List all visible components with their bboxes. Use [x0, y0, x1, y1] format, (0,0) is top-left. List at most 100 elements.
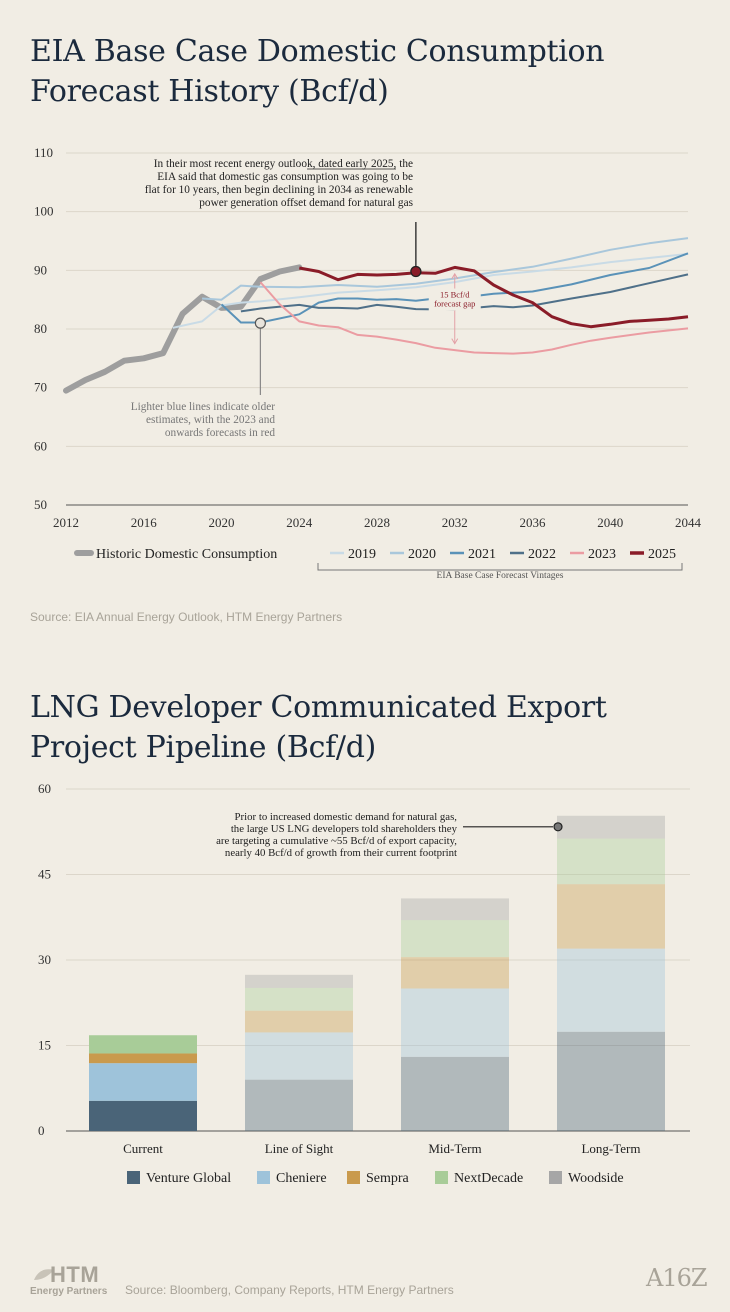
annotation-top-line: EIA said that domestic gas consumption w…: [157, 171, 413, 183]
x-tick-label: Current: [123, 1141, 163, 1156]
series-line-2021: [220, 252, 689, 324]
bar-segment: [401, 920, 509, 958]
legend-label: Cheniere: [276, 1171, 327, 1186]
x-tick-label: 2036: [520, 515, 547, 530]
bar-segment: [557, 838, 665, 885]
annotation-top-line: power generation offset demand for natur…: [199, 197, 413, 209]
series-line-2019: [172, 252, 689, 329]
x-tick-label: 2016: [131, 515, 158, 530]
y-tick-label: 110: [34, 145, 53, 160]
bar-segment: [245, 1010, 353, 1033]
series-line-2022: [240, 273, 689, 313]
x-tick-label: 2040: [597, 515, 623, 530]
legend-label-2021: 2021: [468, 547, 496, 562]
bar-segment: [89, 1063, 197, 1101]
bar-segment: [401, 988, 509, 1057]
y-tick-label: 60: [34, 438, 47, 453]
x-tick-label: Line of Sight: [265, 1141, 334, 1156]
legend-swatch: [435, 1171, 448, 1184]
annotation-line: are targeting a cumulative ~55 Bcf/d of …: [216, 835, 457, 847]
bar-segment: [89, 1100, 197, 1131]
bar-segment: [89, 1053, 197, 1064]
y-tick-label: 0: [38, 1123, 45, 1138]
legend-swatch: [549, 1171, 562, 1184]
htm-logo-subtext: Energy Partners: [30, 1286, 108, 1297]
y-tick-label: 45: [38, 867, 51, 882]
legend-label: Sempra: [366, 1171, 410, 1186]
annotation-line: nearly 40 Bcf/d of growth from their cur…: [225, 847, 457, 859]
x-tick-label: 2012: [53, 515, 79, 530]
gap-arrowhead-up: [451, 272, 459, 280]
bar-segment: [557, 884, 665, 949]
x-tick-label: 2044: [675, 515, 702, 530]
chart1-title: EIA Base Case Domestic Consumption Forec…: [30, 34, 605, 109]
annotation-top-line: In their most recent energy outlook, dat…: [154, 158, 413, 170]
bar-segment: [245, 987, 353, 1011]
a16z-logo: A16Z: [646, 1264, 708, 1292]
x-tick-label: 2020: [209, 515, 235, 530]
y-tick-label: 100: [34, 204, 54, 219]
leaf-icon: [34, 1269, 54, 1280]
x-tick-label: 2028: [364, 515, 390, 530]
bar-segment: [245, 1032, 353, 1080]
legend-group-bracket: [317, 563, 683, 571]
annotation-line: Prior to increased domestic demand for n…: [235, 811, 458, 823]
annotation-line: the large US LNG developers told shareho…: [231, 823, 458, 835]
annotation-marker-2: [254, 317, 266, 329]
annotation-left-line: Lighter blue lines indicate older: [131, 401, 276, 413]
y-tick-label: 70: [34, 380, 47, 395]
y-tick-label: 15: [38, 1038, 51, 1053]
bar-segment: [245, 974, 353, 988]
bar-segment: [557, 815, 665, 839]
y-tick-label: 80: [34, 321, 47, 336]
gap-label-bg: [428, 288, 481, 311]
y-tick-label: 50: [34, 497, 47, 512]
bar-segment: [401, 1056, 509, 1131]
y-tick-label: 90: [34, 262, 47, 277]
annotation-top-line: flat for 10 years, then begin declining …: [145, 184, 413, 196]
bar-segment: [89, 1035, 197, 1054]
legend-swatch: [257, 1171, 270, 1184]
x-tick-label: 2024: [286, 515, 313, 530]
annotation-marker: [553, 822, 563, 832]
legend-group-label: EIA Base Case Forecast Vintages: [437, 571, 564, 581]
legend-label-historic: Historic Domestic Consumption: [96, 547, 277, 562]
series-line-2023: [259, 281, 689, 355]
chart2-title: LNG Developer Communicated Export Projec…: [30, 690, 607, 765]
bar-segment: [557, 1031, 665, 1131]
line-chart: 50 60 70 80 90 100 110 2012 2016 2020 2024 2028 2032…: [34, 145, 702, 581]
y-tick-label: 60: [38, 781, 51, 796]
annotation-marker: [410, 265, 422, 278]
annotation-left-line: onwards forecasts in red: [165, 427, 275, 439]
legend-swatch: [127, 1171, 140, 1184]
annotation-gap-line: forecast gap: [434, 299, 475, 309]
htm-logo-text: HTM: [50, 1262, 100, 1287]
legend-swatch: [347, 1171, 360, 1184]
legend-label-2020: 2020: [408, 547, 436, 562]
series-line-historic: [63, 264, 303, 394]
series-line-2025: [299, 265, 689, 329]
x-tick-label: 2032: [442, 515, 468, 530]
bar-segment: [401, 898, 509, 921]
bar-segment: [557, 948, 665, 1032]
series-line-2020: [202, 237, 689, 301]
legend-label-2019: 2019: [348, 547, 376, 562]
stacked-bar-chart: 0 15 30 45 60 Current Line of Sight Mid-Term Lon…: [38, 781, 690, 1186]
bar-segment: [245, 1079, 353, 1131]
legend-label-2025: 2025: [648, 547, 676, 562]
bar-segment: [401, 957, 509, 989]
chart2-source: Source: Bloomberg, Company Reports, HTM …: [125, 1283, 454, 1297]
annotation-left-line: estimates, with the 2023 and: [146, 414, 275, 426]
gap-arrowhead-down: [451, 338, 459, 345]
legend-label-2023: 2023: [588, 547, 616, 562]
legend-label: Woodside: [568, 1171, 624, 1186]
annotation-gap-line: 15 Bcf/d: [440, 290, 470, 300]
legend-label: Venture Global: [146, 1171, 231, 1186]
chart1-source: Source: EIA Annual Energy Outlook, HTM E…: [30, 610, 343, 624]
htm-logo: HTM Energy Partners: [30, 1262, 120, 1302]
x-tick-label: Mid-Term: [428, 1141, 481, 1156]
legend-label: NextDecade: [454, 1171, 523, 1186]
legend-label-2022: 2022: [528, 547, 556, 562]
x-tick-label: Long-Term: [581, 1141, 640, 1156]
y-tick-label: 30: [38, 952, 51, 967]
